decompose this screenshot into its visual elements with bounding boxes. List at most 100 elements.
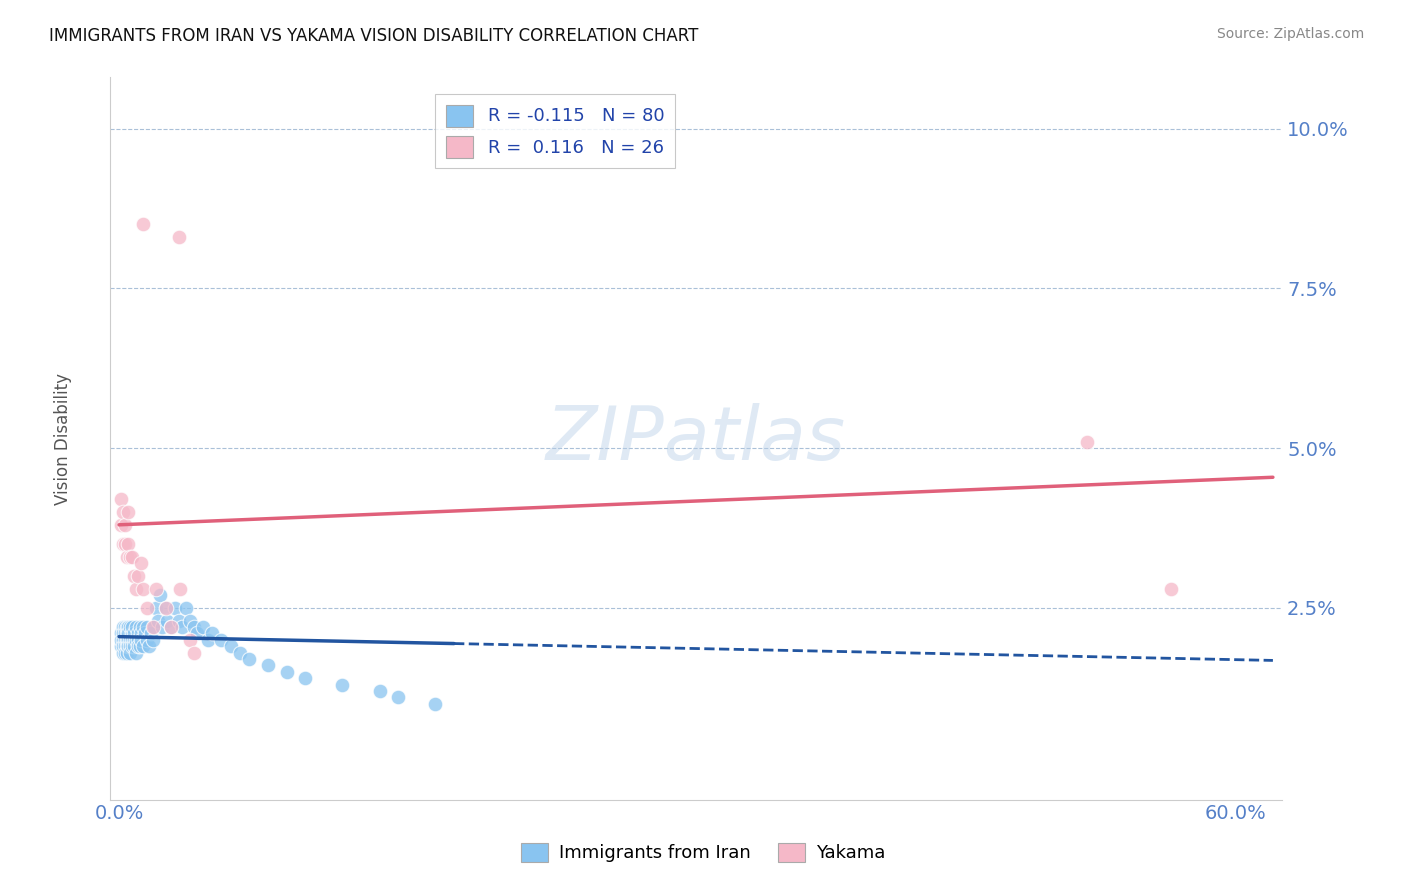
Point bbox=[163, 600, 186, 615]
Point bbox=[122, 632, 145, 647]
Point bbox=[111, 639, 134, 653]
Point bbox=[197, 632, 219, 647]
Point bbox=[127, 626, 149, 640]
Text: Vision Disability: Vision Disability bbox=[53, 373, 72, 505]
Point bbox=[136, 620, 159, 634]
Point bbox=[179, 632, 201, 647]
Point bbox=[186, 626, 208, 640]
Point bbox=[114, 626, 136, 640]
Point bbox=[117, 537, 139, 551]
Point bbox=[183, 646, 205, 660]
Text: ZIPatlas: ZIPatlas bbox=[546, 402, 846, 475]
Point bbox=[142, 620, 165, 634]
Point bbox=[131, 632, 153, 647]
Point bbox=[111, 626, 134, 640]
Legend: R = -0.115   N = 80, R =  0.116   N = 26: R = -0.115 N = 80, R = 0.116 N = 26 bbox=[436, 94, 675, 169]
Point bbox=[120, 639, 142, 653]
Point bbox=[201, 626, 224, 640]
Point bbox=[111, 632, 134, 647]
Point bbox=[114, 632, 136, 647]
Point bbox=[169, 582, 191, 596]
Point bbox=[121, 620, 143, 634]
Point bbox=[132, 639, 155, 653]
Point bbox=[122, 626, 145, 640]
Point bbox=[155, 600, 177, 615]
Point bbox=[110, 626, 132, 640]
Point bbox=[139, 626, 162, 640]
Point bbox=[120, 646, 142, 660]
Point bbox=[229, 646, 252, 660]
Point bbox=[115, 639, 138, 653]
Point bbox=[167, 230, 190, 244]
Point bbox=[117, 639, 139, 653]
Point bbox=[114, 517, 136, 532]
Point bbox=[132, 218, 155, 232]
Point bbox=[127, 569, 149, 583]
Point bbox=[150, 620, 173, 634]
Point bbox=[238, 652, 260, 666]
Point bbox=[131, 626, 153, 640]
Point bbox=[146, 614, 169, 628]
Point bbox=[115, 632, 138, 647]
Point bbox=[115, 620, 138, 634]
Point bbox=[172, 620, 194, 634]
Point bbox=[114, 620, 136, 634]
Point bbox=[110, 632, 132, 647]
Point bbox=[191, 620, 214, 634]
Point bbox=[145, 600, 167, 615]
Point bbox=[117, 505, 139, 519]
Text: IMMIGRANTS FROM IRAN VS YAKAMA VISION DISABILITY CORRELATION CHART: IMMIGRANTS FROM IRAN VS YAKAMA VISION DI… bbox=[49, 27, 699, 45]
Point bbox=[121, 626, 143, 640]
Point bbox=[136, 600, 159, 615]
Point bbox=[132, 582, 155, 596]
Point bbox=[114, 537, 136, 551]
Point bbox=[219, 639, 242, 653]
Point bbox=[111, 646, 134, 660]
Point bbox=[125, 632, 148, 647]
Point bbox=[122, 569, 145, 583]
Point bbox=[117, 620, 139, 634]
Text: Source: ZipAtlas.com: Source: ZipAtlas.com bbox=[1216, 27, 1364, 41]
Point bbox=[294, 671, 316, 685]
Point bbox=[117, 632, 139, 647]
Point bbox=[368, 684, 391, 698]
Point bbox=[120, 632, 142, 647]
Point bbox=[111, 620, 134, 634]
Point bbox=[114, 639, 136, 653]
Point bbox=[128, 639, 150, 653]
Point bbox=[134, 626, 156, 640]
Point bbox=[160, 620, 183, 634]
Point bbox=[121, 632, 143, 647]
Point bbox=[132, 620, 155, 634]
Legend: Immigrants from Iran, Yakama: Immigrants from Iran, Yakama bbox=[513, 836, 893, 870]
Point bbox=[127, 632, 149, 647]
Point bbox=[117, 626, 139, 640]
Point bbox=[145, 582, 167, 596]
Point bbox=[127, 639, 149, 653]
Point bbox=[115, 626, 138, 640]
Point bbox=[160, 620, 183, 634]
Point bbox=[387, 690, 409, 705]
Point bbox=[115, 549, 138, 564]
Point bbox=[138, 639, 160, 653]
Point bbox=[142, 632, 165, 647]
Point bbox=[209, 632, 232, 647]
Point bbox=[128, 620, 150, 634]
Point bbox=[332, 677, 354, 691]
Point bbox=[121, 549, 143, 564]
Point bbox=[1160, 582, 1182, 596]
Point bbox=[167, 614, 190, 628]
Point bbox=[257, 658, 280, 673]
Point bbox=[425, 697, 447, 711]
Point bbox=[110, 492, 132, 507]
Point bbox=[179, 614, 201, 628]
Point bbox=[111, 537, 134, 551]
Point bbox=[114, 646, 136, 660]
Point bbox=[120, 620, 142, 634]
Point bbox=[174, 600, 197, 615]
Point bbox=[125, 582, 148, 596]
Point bbox=[111, 505, 134, 519]
Point bbox=[136, 632, 159, 647]
Point bbox=[131, 556, 153, 570]
Point bbox=[149, 588, 172, 602]
